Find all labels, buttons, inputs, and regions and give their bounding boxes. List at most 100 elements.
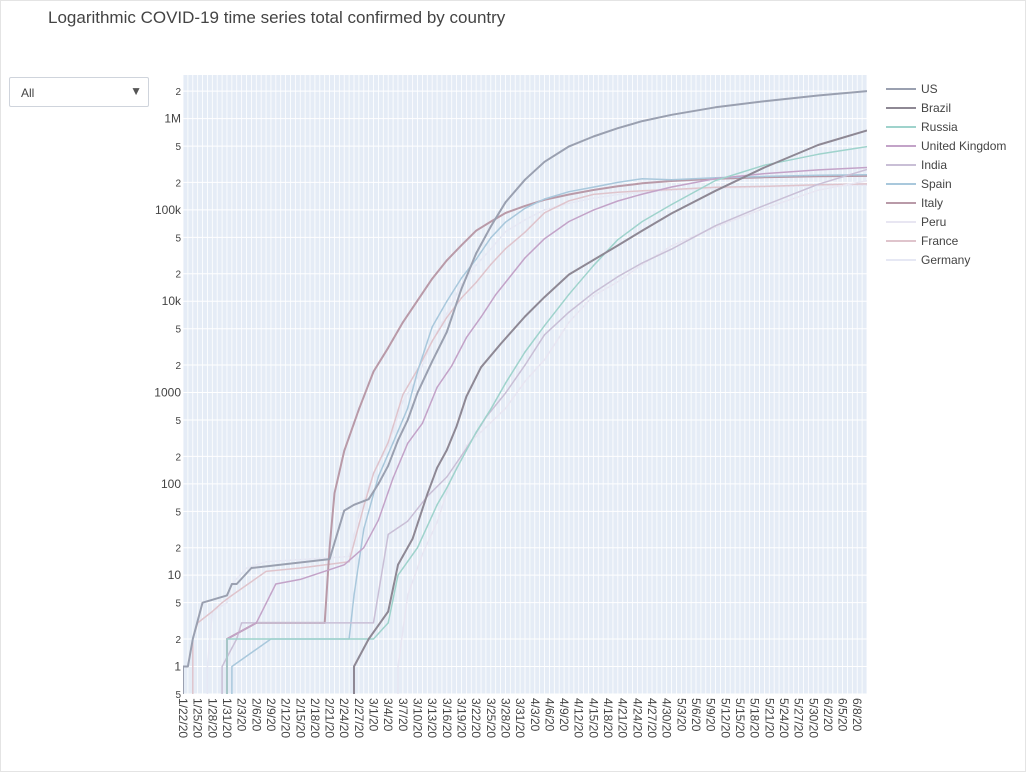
- legend-label: US: [921, 82, 938, 96]
- y-tick-label: 2: [175, 270, 181, 281]
- x-tick-label: 5/18/20: [748, 698, 762, 738]
- legend-item-france[interactable]: France: [886, 234, 959, 248]
- legend-item-russia[interactable]: Russia: [886, 120, 958, 134]
- series-line-france: [192, 183, 867, 694]
- x-tick-label: 2/12/20: [279, 698, 293, 738]
- x-tick-label: 2/9/20: [264, 698, 278, 732]
- series-line-italy: [225, 174, 867, 694]
- x-tick-label: 2/18/20: [308, 698, 322, 738]
- legend-label: France: [921, 234, 959, 248]
- legend-label: Peru: [921, 215, 946, 229]
- series-line-us: [183, 90, 867, 694]
- y-tick-label: 1: [174, 660, 181, 674]
- series-line-united-kingdom: [226, 166, 867, 694]
- x-tick-label: 4/24/20: [630, 698, 644, 738]
- x-tick-label: 4/18/20: [601, 698, 615, 738]
- y-tick-label: 100k: [155, 203, 182, 217]
- legend-label: Spain: [921, 177, 952, 191]
- legend-item-spain[interactable]: Spain: [886, 177, 952, 191]
- x-tick-label: 5/30/20: [806, 698, 820, 738]
- x-tick-label: 4/21/20: [616, 698, 630, 738]
- y-axis-ticks: 5 1 2 5 10 2 5 100 2 5 1000 2 5 10k 2 5 100k 2 5 1M 2: [154, 87, 182, 701]
- series-line-brazil: [353, 129, 867, 694]
- legend-label: Russia: [921, 120, 958, 134]
- series-lines: [183, 90, 867, 694]
- x-tick-label: 4/27/20: [645, 698, 659, 738]
- x-tick-label: 1/28/20: [205, 698, 219, 738]
- x-tick-label: 6/8/20: [850, 698, 864, 732]
- legend-item-italy[interactable]: Italy: [886, 196, 943, 210]
- x-tick-label: 2/6/20: [249, 698, 263, 732]
- x-tick-label: 5/24/20: [777, 698, 791, 738]
- legend[interactable]: US Brazil Russia United Kingdom India Spain It…: [886, 82, 1006, 267]
- x-tick-label: 5/15/20: [733, 698, 747, 738]
- x-tick-label: 5/6/20: [689, 698, 703, 732]
- y-tick-label: 1000: [154, 386, 181, 400]
- y-tick-label: 5: [175, 142, 181, 153]
- legend-item-germany[interactable]: Germany: [886, 253, 970, 267]
- y-tick-label: 5: [175, 507, 181, 518]
- y-tick-label: 5: [175, 416, 181, 427]
- chart-title: Logarithmic COVID-19 time series total c…: [48, 8, 506, 27]
- x-tick-label: 5/3/20: [674, 698, 688, 732]
- y-tick-label: 2: [175, 87, 181, 98]
- x-tick-label: 2/15/20: [293, 698, 307, 738]
- x-tick-label: 2/27/20: [352, 698, 366, 738]
- legend-item-india[interactable]: India: [886, 158, 947, 172]
- dropdown-selected-value: All: [21, 86, 35, 100]
- x-tick-label: 3/31/20: [513, 698, 527, 738]
- x-tick-label: 4/15/20: [586, 698, 600, 738]
- x-tick-label: 3/13/20: [425, 698, 439, 738]
- legend-item-us[interactable]: US: [886, 82, 938, 96]
- x-tick-label: 5/9/20: [704, 698, 718, 732]
- legend-label: Italy: [921, 196, 943, 210]
- x-tick-label: 4/6/20: [542, 698, 556, 732]
- x-tick-label: 4/30/20: [660, 698, 674, 738]
- y-tick-label: 5: [175, 599, 181, 610]
- y-tick-label: 2: [175, 452, 181, 463]
- x-tick-label: 1/25/20: [191, 698, 205, 738]
- x-tick-label: 2/3/20: [235, 698, 249, 732]
- x-tick-label: 3/10/20: [411, 698, 425, 738]
- x-tick-label: 3/19/20: [454, 698, 468, 738]
- y-tick-label: 2: [175, 635, 181, 646]
- series-line-india: [221, 168, 867, 694]
- legend-item-peru[interactable]: Peru: [886, 215, 946, 229]
- x-tick-label: 4/3/20: [528, 698, 542, 732]
- series-line-spain: [231, 174, 867, 694]
- x-tick-label: 1/22/20: [176, 698, 190, 738]
- x-tick-label: 1/31/20: [220, 698, 234, 738]
- y-tick-label: 2: [175, 361, 181, 372]
- x-tick-label: 3/25/20: [484, 698, 498, 738]
- x-tick-label: 3/1/20: [367, 698, 381, 732]
- x-tick-label: 4/9/20: [557, 698, 571, 732]
- series-line-germany: [206, 184, 867, 694]
- legend-item-united-kingdom[interactable]: United Kingdom: [886, 139, 1006, 153]
- dropdown-arrow-icon: ▼: [130, 84, 142, 98]
- country-filter-dropdown[interactable]: All ▼: [9, 77, 149, 107]
- x-tick-label: 5/12/20: [718, 698, 732, 738]
- x-tick-label: 3/4/20: [381, 698, 395, 732]
- y-tick-label: 10k: [162, 294, 182, 308]
- x-tick-label: 3/22/20: [469, 698, 483, 738]
- x-axis-ticks: 1/22/20 1/25/20 1/28/20 1/31/20 2/3/20 2/6/20…: [176, 698, 864, 738]
- legend-label: Brazil: [921, 101, 951, 115]
- y-tick-label: 1M: [164, 112, 181, 126]
- x-tick-label: 4/12/20: [572, 698, 586, 738]
- y-tick-label: 5: [175, 325, 181, 336]
- legend-item-brazil[interactable]: Brazil: [886, 101, 951, 115]
- x-tick-label: 2/21/20: [323, 698, 337, 738]
- x-tick-label: 6/5/20: [836, 698, 850, 732]
- x-tick-label: 5/27/20: [792, 698, 806, 738]
- x-tick-label: 3/16/20: [440, 698, 454, 738]
- legend-label: India: [921, 158, 947, 172]
- x-tick-label: 3/7/20: [396, 698, 410, 732]
- legend-label: United Kingdom: [921, 139, 1006, 153]
- y-tick-label: 2: [175, 178, 181, 189]
- x-tick-label: 5/21/20: [762, 698, 776, 738]
- y-tick-label: 5: [175, 690, 181, 701]
- y-tick-label: 2: [175, 544, 181, 555]
- legend-label: Germany: [921, 253, 970, 267]
- y-tick-label: 5: [175, 233, 181, 244]
